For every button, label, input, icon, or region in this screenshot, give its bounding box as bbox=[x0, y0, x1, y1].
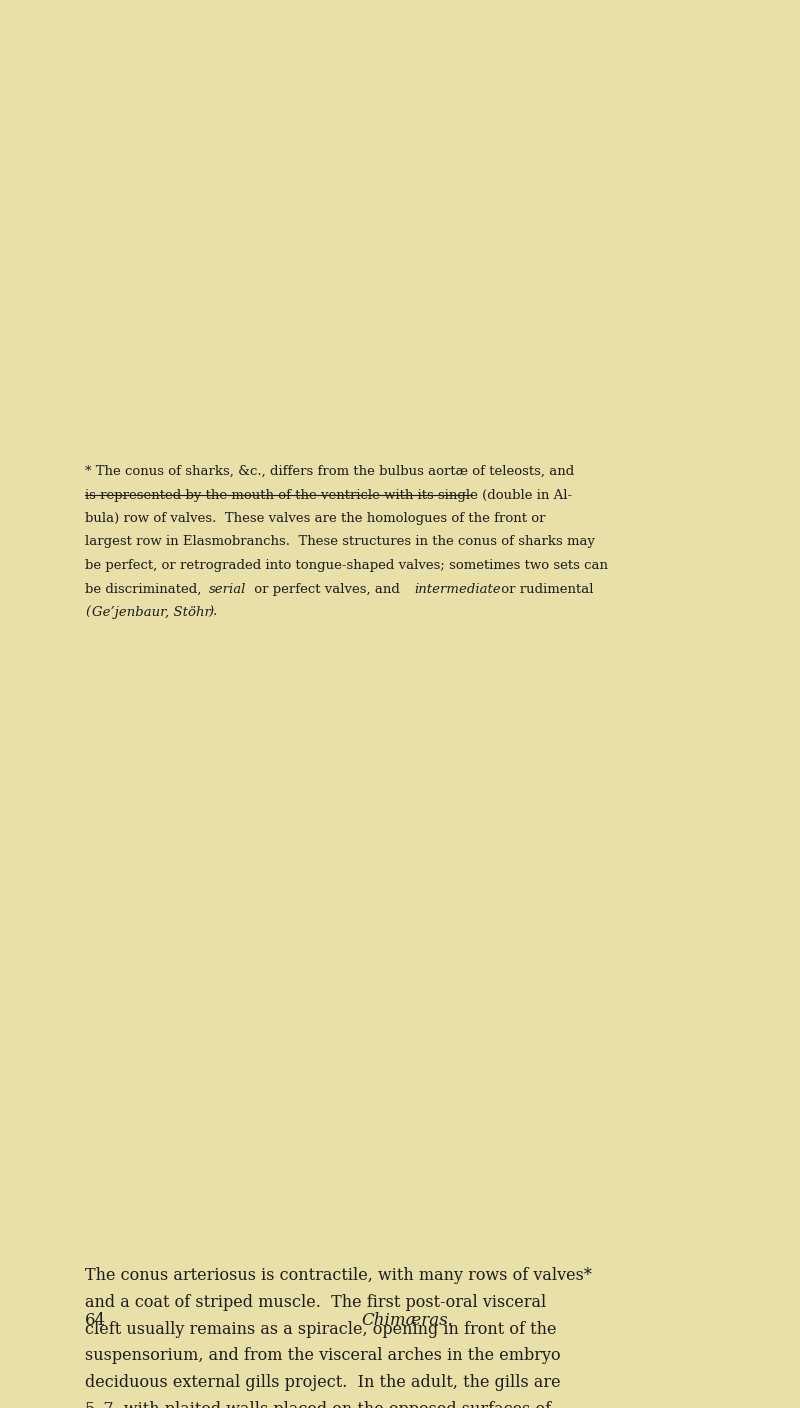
Text: cleft usually remains as a spiracle, opening in front of the: cleft usually remains as a spiracle, ope… bbox=[85, 1321, 557, 1338]
Text: Ge’jenbaur, Stöhr: Ge’jenbaur, Stöhr bbox=[92, 605, 210, 620]
Text: Chimæras.: Chimæras. bbox=[362, 1312, 454, 1329]
Text: 64: 64 bbox=[85, 1312, 106, 1329]
Text: or rudimental: or rudimental bbox=[497, 583, 593, 596]
Text: be discriminated,: be discriminated, bbox=[85, 583, 206, 596]
Text: The conus arteriosus is contractile, with many rows of valves*: The conus arteriosus is contractile, wit… bbox=[85, 1267, 592, 1284]
Text: ).: ). bbox=[209, 605, 218, 620]
Text: suspensorium, and from the visceral arches in the embryo: suspensorium, and from the visceral arch… bbox=[85, 1347, 561, 1364]
Text: and a coat of striped muscle.  The first post-oral visceral: and a coat of striped muscle. The first … bbox=[85, 1294, 546, 1311]
Text: largest row in Elasmobranchs.  These structures in the conus of sharks may: largest row in Elasmobranchs. These stru… bbox=[85, 535, 595, 549]
Text: 5–7, with plaited walls placed on the opposed surfaces of: 5–7, with plaited walls placed on the op… bbox=[85, 1401, 551, 1408]
Text: serial: serial bbox=[209, 583, 246, 596]
Text: intermediate: intermediate bbox=[414, 583, 501, 596]
Text: deciduous external gills project.  In the adult, the gills are: deciduous external gills project. In the… bbox=[85, 1374, 561, 1391]
Text: be perfect, or retrograded into tongue-shaped valves; sometimes two sets can: be perfect, or retrograded into tongue-s… bbox=[85, 559, 608, 572]
Text: is represented by the mouth of the ventricle with its single (double in Al-: is represented by the mouth of the ventr… bbox=[85, 489, 572, 501]
Text: or perfect valves, and: or perfect valves, and bbox=[250, 583, 404, 596]
Text: bula) row of valves.  These valves are the homologues of the front or: bula) row of valves. These valves are th… bbox=[85, 513, 546, 525]
Text: (: ( bbox=[85, 605, 90, 620]
Text: * The conus of sharks, &c., differs from the bulbus aortæ of teleosts, and: * The conus of sharks, &c., differs from… bbox=[85, 465, 574, 477]
